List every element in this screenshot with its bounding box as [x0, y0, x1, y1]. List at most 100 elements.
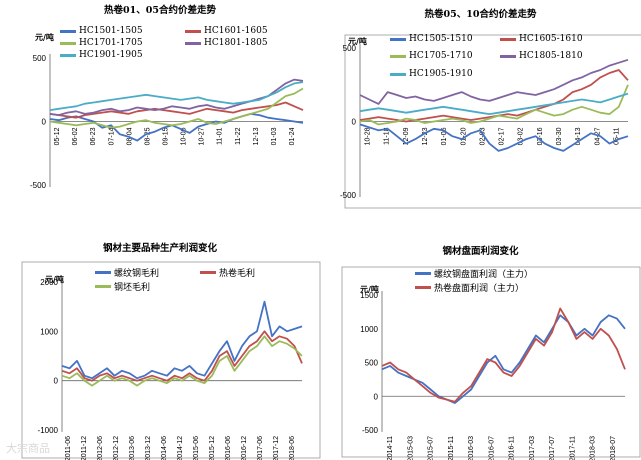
legend-item: HC1805-1810 — [500, 51, 583, 61]
y-tick-label: 1500 — [360, 291, 378, 300]
x-tick-label: 04-13 — [575, 127, 582, 145]
series-line-3 — [61, 335, 303, 387]
x-tick-label: 2017-12 — [273, 436, 280, 460]
x-tick-label: 09-15 — [162, 127, 169, 145]
chart-title: 钢材主要品种生产利润变化 — [102, 243, 217, 254]
x-tick-label: 2017-06 — [257, 436, 264, 460]
legend-item: HC1501-1505 — [60, 26, 143, 36]
x-tick-label: 01-20 — [460, 127, 467, 145]
x-tick-label: 01-06 — [441, 127, 448, 145]
x-tick-label: 2015-03 — [407, 436, 414, 460]
y-tick-label: 500 — [33, 54, 47, 63]
legend-item: 螺纹钢盘面利润（主力） — [415, 267, 533, 280]
y-unit-label: 元/吨 — [348, 36, 367, 46]
series-line-1 — [61, 300, 303, 380]
y-tick-label: 1000 — [360, 325, 378, 334]
legend-label: HC1905-1910 — [409, 69, 473, 79]
series-line-5 — [49, 81, 304, 111]
x-tick-label: 2014-12 — [177, 436, 184, 460]
x-tick-label: 03-16 — [537, 127, 544, 145]
x-tick-label: 2016-11 — [509, 436, 516, 460]
chart-svg-4: 1500 1000 500 0 -500 2014-11 2015-03 2015-07 201… — [341, 266, 641, 460]
x-tick-label: 05-11 — [613, 127, 620, 144]
legend-item: 热卷盘面利润（主力） — [415, 281, 524, 294]
legend-swatch — [200, 271, 216, 274]
x-tick-label: 2018-06 — [289, 436, 296, 460]
legend-label: HC1901-1905 — [79, 50, 143, 60]
x-tick-label: 11-01 — [217, 127, 224, 144]
x-tick-label: 04-27 — [594, 127, 601, 145]
legend-label: HC1501-1505 — [79, 26, 143, 36]
x-tick-label: 2016-03 — [468, 436, 475, 460]
x-tick-label: 02-03 — [479, 127, 486, 145]
x-tick-label: 2014-06 — [161, 436, 168, 460]
legend-item: HC1905-1910 — [390, 69, 473, 79]
y-tick-label: 0 — [374, 392, 379, 401]
series-line-1 — [381, 314, 626, 404]
legend-swatch — [390, 37, 406, 41]
legend-swatch — [500, 54, 516, 58]
series-line-5 — [359, 92, 629, 115]
legend-label: 螺纹钢毛利 — [114, 269, 160, 279]
chart-panel-3: 钢材主要品种生产利润变化 元/吨 2000 1000 0 -1000 2011-06 20… — [0, 230, 321, 460]
legend-item: HC1901-1905 — [60, 50, 143, 60]
legend-item: 螺纹钢毛利 — [95, 266, 159, 279]
y-tick-label: 0 — [352, 118, 357, 127]
chart-panel-2: 热卷05、10合约价差走势 元/吨 500 0 -500 10-28 11-18 12-0… — [320, 0, 641, 215]
x-tick-label: 05-12 — [54, 127, 61, 145]
y-tick-label: -500 — [362, 426, 379, 435]
x-tick-label: 12-13 — [253, 127, 260, 145]
x-tick-label: 08-25 — [144, 127, 151, 145]
x-tick-label: 2014-11 — [387, 436, 394, 460]
x-tick-label: 11-18 — [384, 127, 391, 144]
x-tick-label: 2015-06 — [193, 436, 200, 460]
y-tick-label: 0 — [42, 118, 47, 127]
y-tick-label: -1000 — [38, 426, 59, 435]
x-tick-label: 2015-07 — [428, 436, 435, 460]
legend-swatch — [185, 41, 201, 45]
y-tick-label: 500 — [343, 44, 357, 53]
legend-swatch — [60, 53, 76, 57]
legend-swatch — [60, 41, 76, 45]
legend-swatch — [95, 271, 111, 274]
x-tick-label: 2013-06 — [129, 436, 136, 460]
legend-label: HC1701-1705 — [79, 38, 143, 48]
legend-swatch — [500, 37, 516, 41]
chart-svg-2: 500 0 -500 10-28 11-18 12-09 12-23 01-06 01-20 02… — [340, 34, 641, 209]
chart-frame — [21, 261, 321, 459]
legend-swatch — [415, 272, 431, 275]
legend-label: 钢坯毛利 — [114, 283, 151, 293]
legend-item: HC1605-1610 — [500, 34, 583, 44]
watermark: 大宗商品 — [6, 442, 50, 455]
x-tick-label: 12-23 — [422, 127, 429, 145]
legend-label: HC1505-1510 — [409, 34, 473, 44]
legend-item: 热卷毛利 — [200, 266, 255, 279]
series-line-2 — [49, 101, 304, 119]
legend-swatch — [185, 29, 201, 33]
x-tick-label: 2012-06 — [97, 436, 104, 460]
x-tick-label: 2011-06 — [65, 436, 72, 460]
chart-frame — [344, 34, 641, 209]
y-tick-label: 0 — [54, 377, 59, 386]
legend-swatch — [390, 54, 406, 58]
legend-label: HC1605-1610 — [519, 34, 583, 44]
legend-item: HC1801-1805 — [185, 38, 268, 48]
legend-swatch — [95, 285, 111, 288]
legend-swatch — [390, 72, 406, 76]
y-tick-label: -500 — [340, 191, 357, 200]
x-tick-label: 10-06 — [181, 127, 188, 145]
y-tick-label: 2000 — [40, 278, 58, 287]
x-tick-label: 07-14 — [108, 127, 115, 145]
y-unit-label: 元/吨 — [35, 32, 54, 42]
x-tick-label: 2018-03 — [590, 436, 597, 460]
legend-label: 螺纹钢盘面利润（主力） — [434, 270, 534, 280]
legend-label: HC1705-1710 — [409, 51, 473, 61]
x-tick-label: 10-27 — [199, 127, 206, 145]
y-unit-label: 元/吨 — [360, 284, 379, 294]
legend-item: HC1701-1705 — [60, 38, 143, 48]
legend-label: HC1801-1805 — [204, 38, 268, 48]
x-tick-label: 2016-07 — [488, 436, 495, 460]
x-tick-label: 12-09 — [403, 127, 410, 145]
legend-item: HC1505-1510 — [390, 34, 473, 44]
x-tick-label: 11-22 — [235, 127, 242, 144]
